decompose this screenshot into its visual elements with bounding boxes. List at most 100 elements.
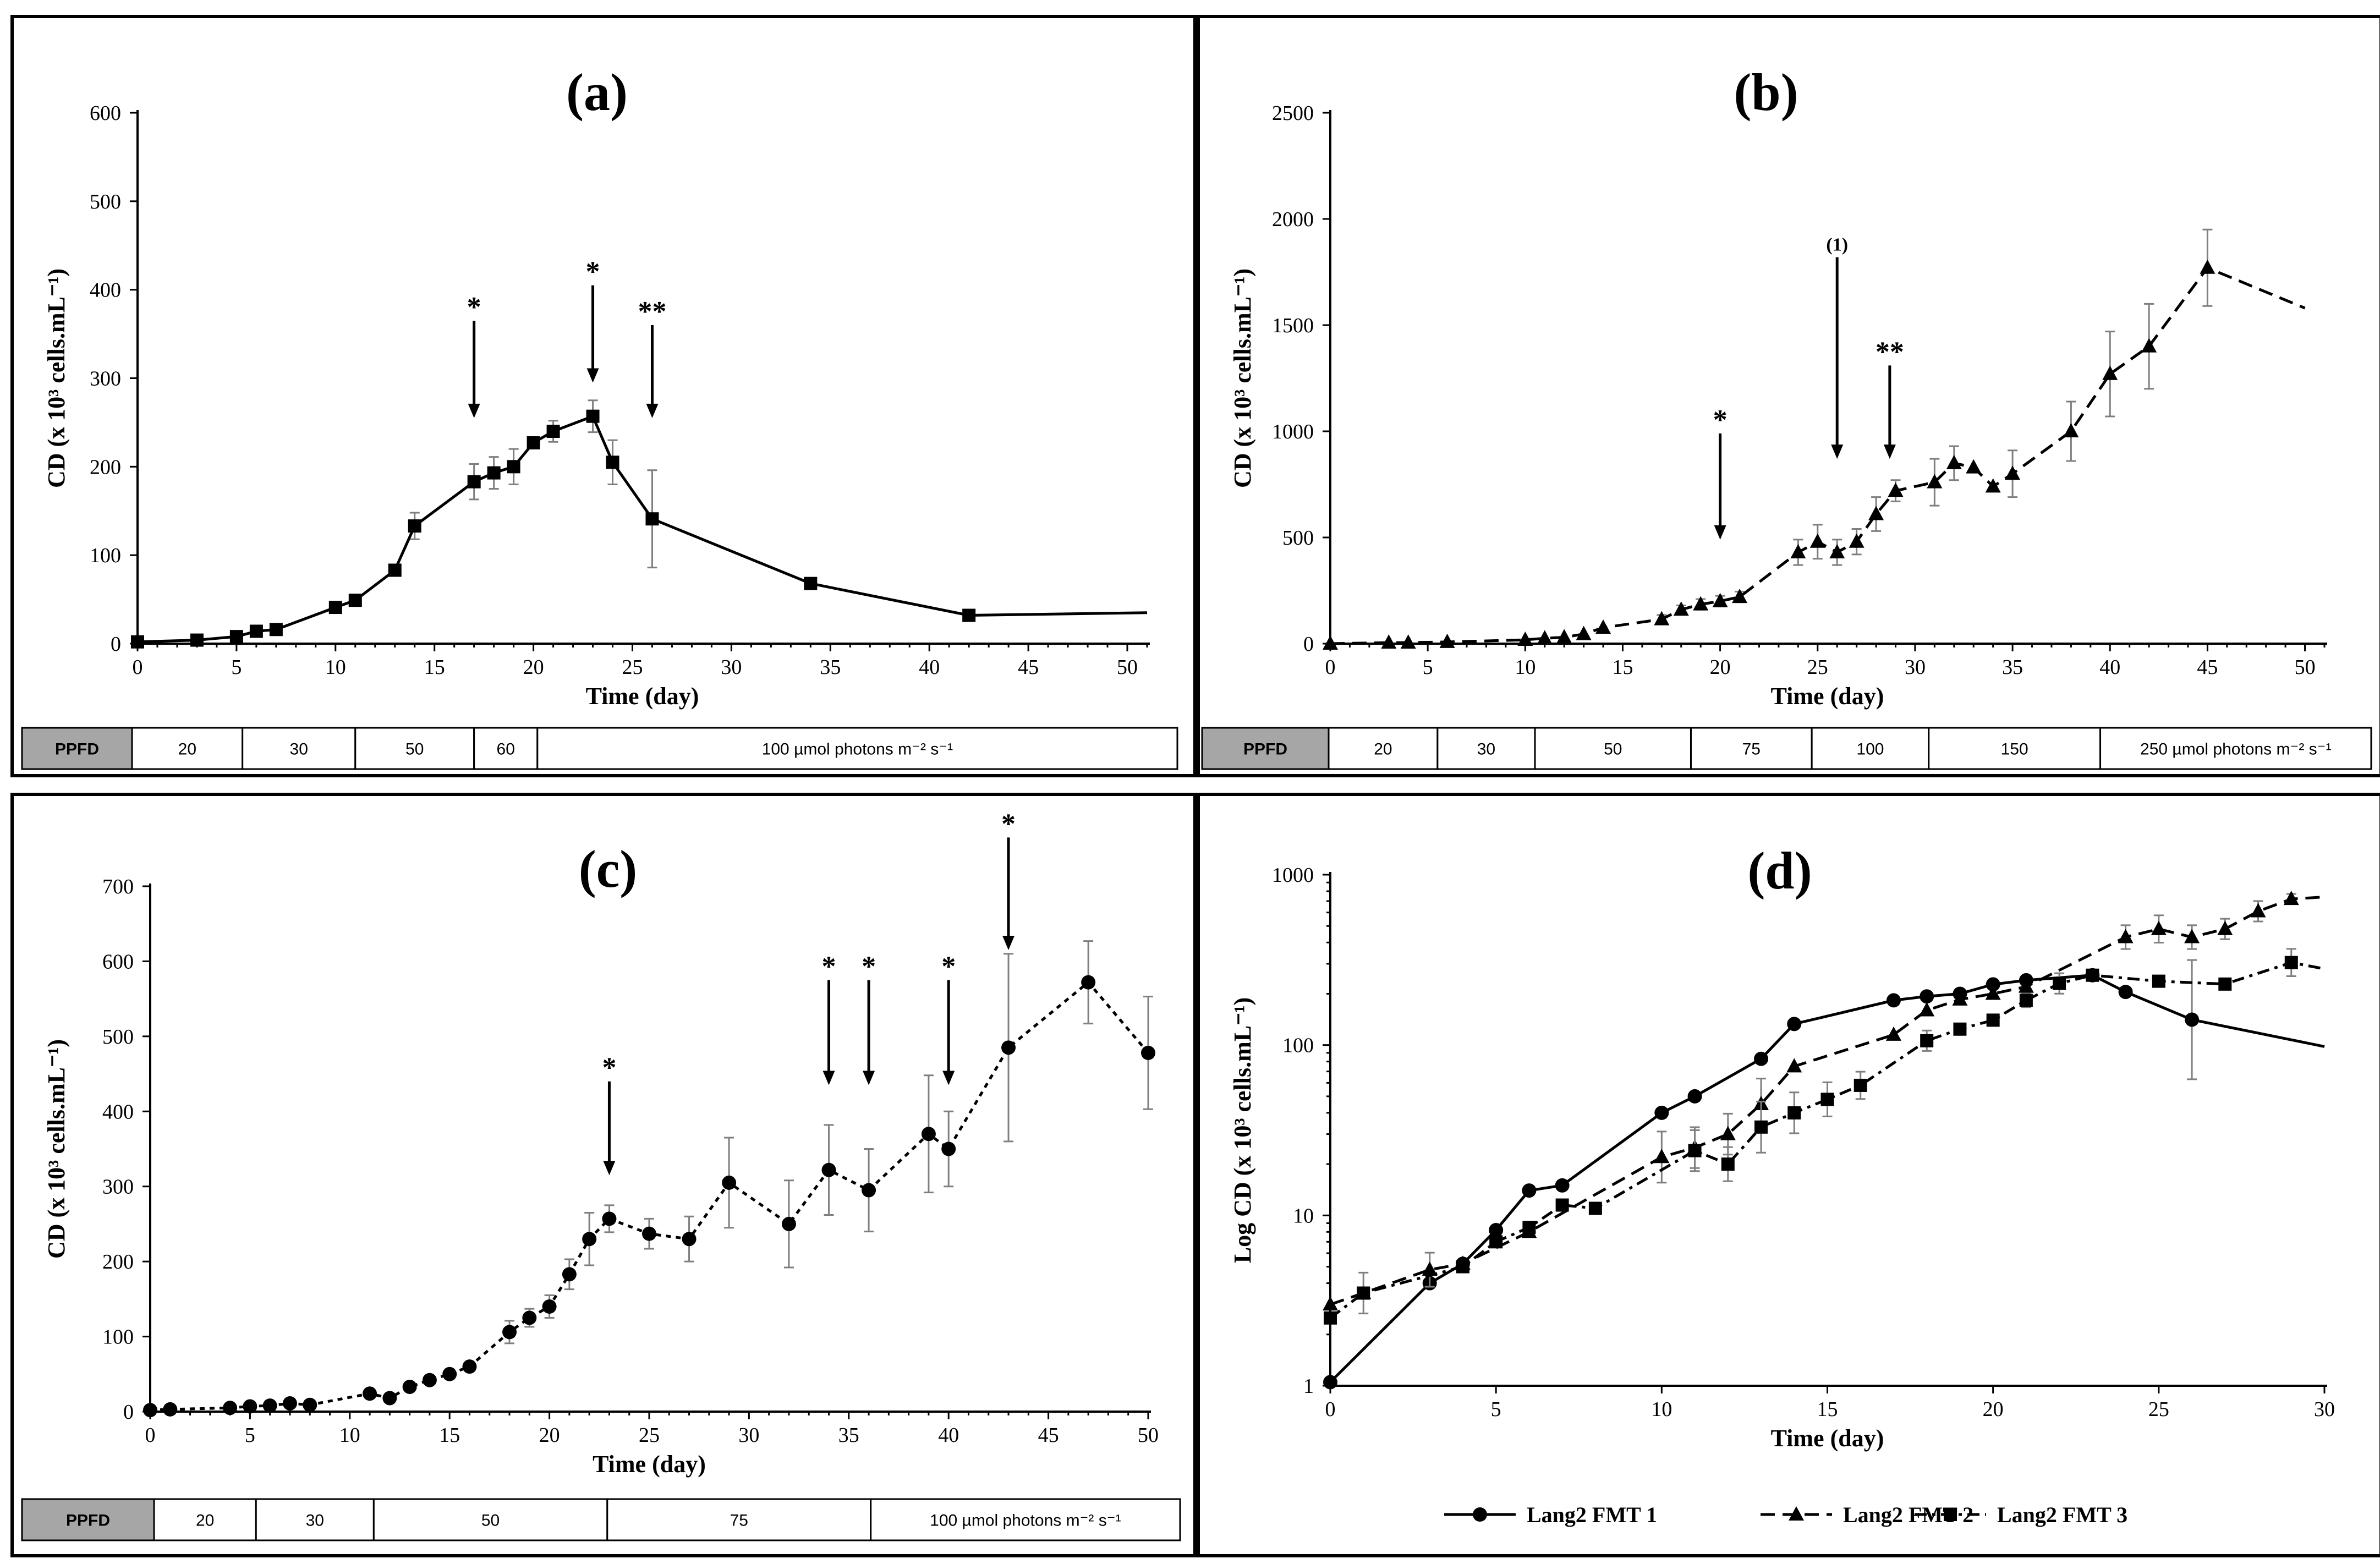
data-point: [1595, 619, 1611, 634]
annotation-label: *: [1001, 808, 1016, 839]
panel-frame: [1197, 793, 2380, 1557]
x-tick-label: 25: [1807, 656, 1828, 679]
data-point: [163, 1402, 178, 1417]
ppfd-cell: [1928, 727, 2102, 770]
x-tick-label: 5: [1423, 656, 1433, 679]
data-point: [1141, 1045, 1155, 1060]
x-tick-label: 20: [523, 656, 544, 679]
data-point: [921, 1127, 936, 1142]
series-3: [1324, 948, 2325, 1325]
x-tick-label: 15: [439, 1424, 460, 1447]
annotation-label: *: [1713, 404, 1728, 436]
panel-b: (b) 0 500 1000 1500 2000 2500 0 5 10 15 20 25 30 35 40 4…: [1197, 15, 2380, 777]
y-tick-label: 300: [102, 1176, 134, 1199]
data-point: [1721, 1157, 1735, 1171]
data-point: [223, 1401, 238, 1415]
data-point: [1324, 1311, 1337, 1325]
x-tick-label: 40: [919, 656, 940, 679]
data-point: [1556, 629, 1572, 644]
data-point: [602, 1211, 617, 1226]
data-point: [1323, 635, 1338, 650]
ppfd-cell: [2099, 727, 2372, 770]
data-point: [1754, 1120, 1768, 1134]
x-tick-label: 35: [2002, 656, 2023, 679]
ppfd-cell-label: 100: [1856, 740, 1884, 759]
data-point: [2218, 977, 2232, 991]
data-point: [1001, 1040, 1016, 1055]
data-point: [1654, 1105, 1669, 1120]
x-tick-label: 30: [1905, 656, 1926, 679]
annotation-arrowhead: [586, 368, 599, 383]
data-point: [303, 1397, 317, 1412]
y-tick-label: 1000: [1272, 864, 1314, 887]
ppfd-cell-label: 30: [1477, 740, 1495, 759]
ppfd-cell-label: 100 µmol photons m⁻² s⁻¹: [930, 1512, 1121, 1530]
ppfd-cell-label: 250 µmol photons m⁻² s⁻¹: [2140, 740, 2331, 759]
data-point: [388, 563, 402, 577]
data-point: [1555, 1178, 1570, 1193]
data-point: [422, 1373, 437, 1387]
data-point: [2152, 974, 2165, 988]
y-tick-label: 0: [111, 633, 121, 656]
data-point: [2185, 1012, 2200, 1027]
series-line: [150, 980, 1149, 1412]
y-tick-label: 300: [90, 367, 121, 391]
annotation-arrowhead: [603, 1161, 616, 1176]
y-tick-label: 600: [90, 102, 121, 125]
data-point: [642, 1226, 656, 1241]
data-point: [1946, 454, 1962, 469]
data-point: [1787, 1106, 1801, 1120]
data-point: [2005, 465, 2021, 480]
x-axis-title: Time (day): [593, 1451, 706, 1478]
y-tick-label: 100: [1282, 1034, 1314, 1057]
data-point: [2141, 338, 2157, 353]
ppfd-header-cell: [1201, 727, 1330, 770]
ppfd-header-cell: [21, 727, 133, 770]
data-point: [1849, 533, 1864, 548]
data-point: [1588, 1201, 1602, 1215]
data-point: [467, 475, 481, 489]
y-tick-label: 1500: [1272, 314, 1314, 337]
panel-c: (c) 0 100 200 300 400 500 600 700 0 5 10 15 20 25 30 35 4…: [10, 793, 1197, 1557]
data-point: [382, 1391, 397, 1406]
data-point: [262, 1398, 277, 1413]
ppfd-cell: [870, 1498, 1181, 1541]
data-point: [502, 1325, 517, 1340]
annotation-arrowhead: [1883, 444, 1896, 459]
y-tick-label: 400: [90, 279, 121, 302]
annotation-label: **: [638, 296, 666, 327]
data-point: [442, 1367, 457, 1381]
data-point: [1576, 625, 1592, 640]
panel-title: (b): [1734, 63, 1798, 122]
data-point: [402, 1379, 417, 1394]
data-point: [229, 630, 243, 644]
ppfd-cell-label: 100 µmol photons m⁻² s⁻¹: [762, 740, 953, 759]
data-point: [1688, 1144, 1702, 1157]
x-tick-label: 30: [721, 656, 742, 679]
x-tick-label: 25: [639, 1424, 660, 1447]
y-tick-label: 200: [90, 456, 121, 479]
data-point: [1732, 589, 1748, 603]
annotation-label: *: [602, 1052, 616, 1084]
x-tick-label: 50: [1117, 656, 1138, 679]
y-tick-label: 2500: [1272, 102, 1314, 125]
y-tick-label: 10: [1293, 1204, 1314, 1227]
data-point: [606, 456, 619, 469]
data-point: [1786, 1058, 1802, 1073]
ppfd-cell: [131, 727, 244, 770]
data-point: [1323, 1375, 1337, 1390]
annotation-arrowhead: [863, 1071, 875, 1085]
y-tick-label: 400: [102, 1100, 134, 1123]
data-point: [249, 624, 263, 638]
ppfd-header: PPFD: [66, 1512, 110, 1530]
data-point: [1537, 630, 1553, 645]
data-point: [1985, 478, 2001, 493]
annotation-label: *: [467, 292, 481, 323]
ppfd-table: PPFD 20 30 50 75 100 µmol photons m⁻² s⁻¹: [21, 1498, 1181, 1541]
data-point: [2151, 920, 2167, 935]
ppfd-cell: [153, 1498, 257, 1541]
y-tick-label: 600: [102, 950, 134, 973]
y-tick-label: 100: [102, 1326, 134, 1349]
data-point: [2283, 891, 2299, 906]
